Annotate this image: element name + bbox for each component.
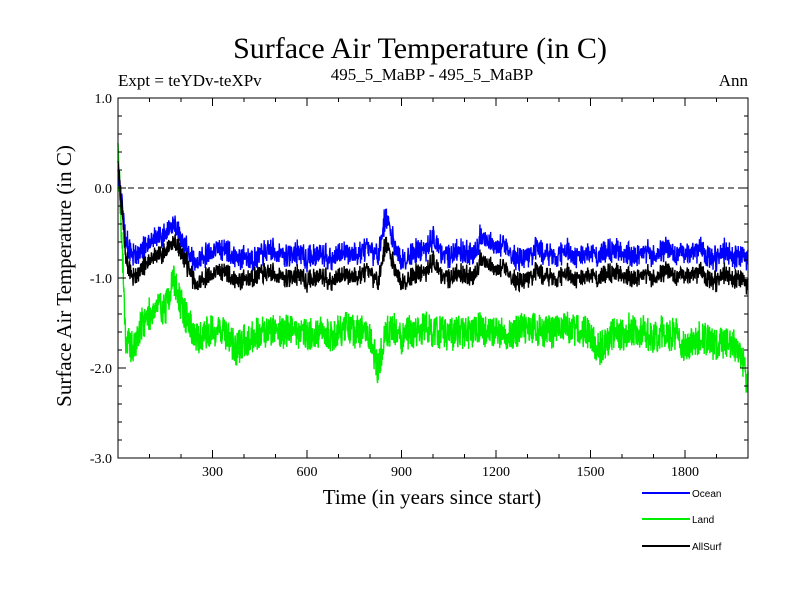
period-label: 495_5_MaBP - 495_5_MaBP — [331, 65, 533, 84]
series-layer — [117, 142, 749, 393]
series-line-land — [117, 142, 749, 393]
axis-ticks — [118, 97, 748, 459]
series-line-ocean — [117, 169, 749, 274]
x-tick-labels: 300 600 900 1200 1500 1800 — [202, 465, 699, 480]
series-line-allsurf — [117, 160, 749, 295]
x-axis-label: Time (in years since start) — [323, 485, 542, 509]
x-tick-label: 1800 — [671, 465, 699, 480]
x-tick-label: 300 — [202, 465, 223, 480]
y-tick-label: 1.0 — [95, 92, 113, 107]
x-tick-label: 900 — [391, 465, 412, 480]
legend-label-allsurf: AllSurf — [692, 542, 722, 553]
y-tick-label: -2.0 — [90, 362, 112, 377]
y-tick-label: -1.0 — [90, 272, 112, 287]
season-label: Ann — [719, 71, 749, 90]
y-tick-labels: 1.0 0.0 -1.0 -2.0 -3.0 — [90, 92, 112, 467]
x-tick-label: 1200 — [482, 465, 510, 480]
x-tick-label: 1500 — [577, 465, 605, 480]
chart-title: Surface Air Temperature (in C) — [233, 32, 607, 65]
experiment-label: Expt = teYDv-teXPv — [118, 71, 262, 90]
legend-label-land: Land — [692, 515, 714, 526]
y-axis-label: Surface Air Temperature (in C) — [52, 145, 76, 407]
legend: Ocean Land AllSurf — [642, 489, 722, 553]
y-tick-label: -3.0 — [90, 452, 112, 467]
x-tick-label: 600 — [297, 465, 318, 480]
legend-label-ocean: Ocean — [692, 489, 721, 500]
y-tick-label: 0.0 — [95, 182, 113, 197]
